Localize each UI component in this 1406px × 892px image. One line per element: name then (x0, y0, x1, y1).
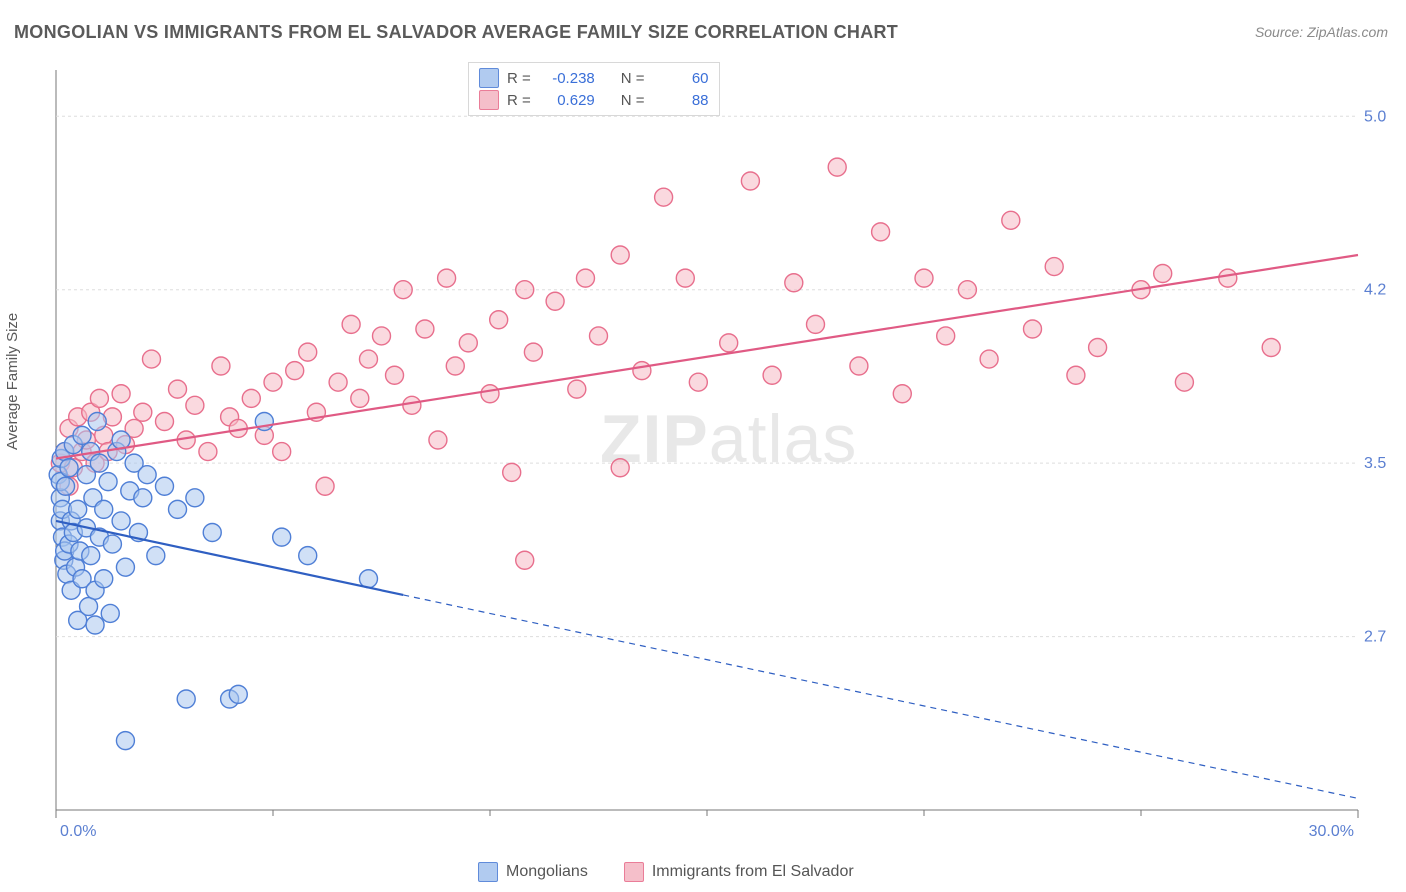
legend-n-label: N = (621, 70, 645, 87)
legend-label-1: Immigrants from El Salvador (652, 863, 854, 881)
legend-swatch-bottom-1 (624, 862, 644, 882)
legend-correlation: R = -0.238 N = 60 R = 0.629 N = 88 (468, 62, 720, 116)
legend-r-value-1: 0.629 (539, 92, 595, 109)
legend-row-series-0: R = -0.238 N = 60 (479, 67, 709, 89)
legend-swatch-bottom-0 (478, 862, 498, 882)
legend-r-label: R = (507, 92, 531, 109)
plot-area: 2.75 3.50 4.25 5.00 0.0% 30.0% (46, 60, 1386, 850)
svg-text:4.25: 4.25 (1364, 282, 1386, 299)
legend-n-value-1: 88 (653, 92, 709, 109)
svg-text:30.0%: 30.0% (1309, 823, 1354, 840)
legend-series: Mongolians Immigrants from El Salvador (478, 862, 854, 882)
legend-row-series-1: R = 0.629 N = 88 (479, 89, 709, 111)
scatter-chart: 2.75 3.50 4.25 5.00 0.0% 30.0% (46, 60, 1386, 850)
svg-text:0.0%: 0.0% (60, 823, 96, 840)
legend-n-label: N = (621, 92, 645, 109)
svg-text:3.50: 3.50 (1364, 455, 1386, 472)
source-label: Source: ZipAtlas.com (1255, 24, 1388, 40)
legend-r-label: R = (507, 70, 531, 87)
svg-text:5.00: 5.00 (1364, 108, 1386, 125)
y-axis-label: Average Family Size (4, 313, 21, 450)
legend-item-1: Immigrants from El Salvador (624, 862, 854, 882)
svg-text:2.75: 2.75 (1364, 629, 1386, 646)
legend-swatch-0 (479, 68, 499, 88)
chart-title: MONGOLIAN VS IMMIGRANTS FROM EL SALVADOR… (14, 22, 898, 43)
legend-item-0: Mongolians (478, 862, 588, 882)
legend-label-0: Mongolians (506, 863, 588, 881)
legend-swatch-1 (479, 90, 499, 110)
legend-n-value-0: 60 (653, 70, 709, 87)
legend-r-value-0: -0.238 (539, 70, 595, 87)
